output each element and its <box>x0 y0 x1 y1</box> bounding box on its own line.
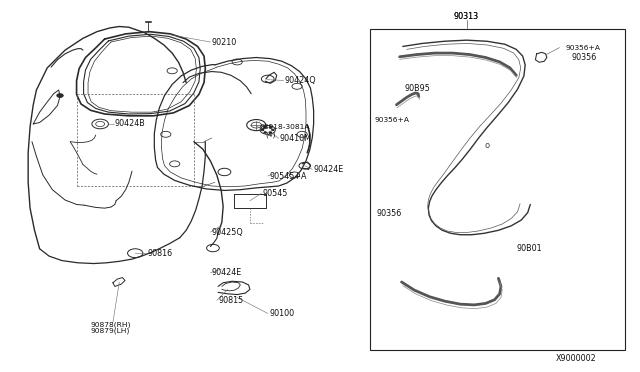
Text: 90356: 90356 <box>572 53 597 62</box>
Text: 90545+A: 90545+A <box>269 171 307 180</box>
Text: 90424B: 90424B <box>115 119 145 128</box>
Text: 90356+A: 90356+A <box>374 116 409 122</box>
Circle shape <box>271 129 274 131</box>
Text: 90545: 90545 <box>262 189 288 198</box>
Text: 90424Q: 90424Q <box>285 76 317 85</box>
Circle shape <box>269 126 271 128</box>
Circle shape <box>264 126 266 128</box>
Text: 90B01: 90B01 <box>516 244 542 253</box>
Text: 90356: 90356 <box>376 209 401 218</box>
Text: 90313: 90313 <box>454 12 479 22</box>
Text: 90424E: 90424E <box>212 268 242 277</box>
Text: X9000002: X9000002 <box>556 354 596 363</box>
Text: 90879(LH): 90879(LH) <box>91 327 130 334</box>
Text: 08918-3081A: 08918-3081A <box>259 124 310 130</box>
Text: 90816: 90816 <box>148 249 173 258</box>
Text: 90425Q: 90425Q <box>212 228 243 237</box>
Text: 90313: 90313 <box>454 12 479 22</box>
Circle shape <box>264 132 266 133</box>
Text: 90815: 90815 <box>218 296 243 305</box>
Text: 90356+A: 90356+A <box>565 45 600 51</box>
Bar <box>370 29 625 350</box>
Circle shape <box>269 132 271 133</box>
Text: 90424E: 90424E <box>314 165 344 174</box>
Text: 90B95: 90B95 <box>404 84 430 93</box>
Text: 90878(RH): 90878(RH) <box>91 321 131 328</box>
Circle shape <box>261 129 264 131</box>
Text: o: o <box>484 141 490 150</box>
Text: (4): (4) <box>266 132 276 138</box>
Circle shape <box>57 94 63 97</box>
Text: 90210: 90210 <box>212 38 237 46</box>
Text: 90100: 90100 <box>269 309 294 318</box>
Text: 90410M: 90410M <box>280 134 312 143</box>
